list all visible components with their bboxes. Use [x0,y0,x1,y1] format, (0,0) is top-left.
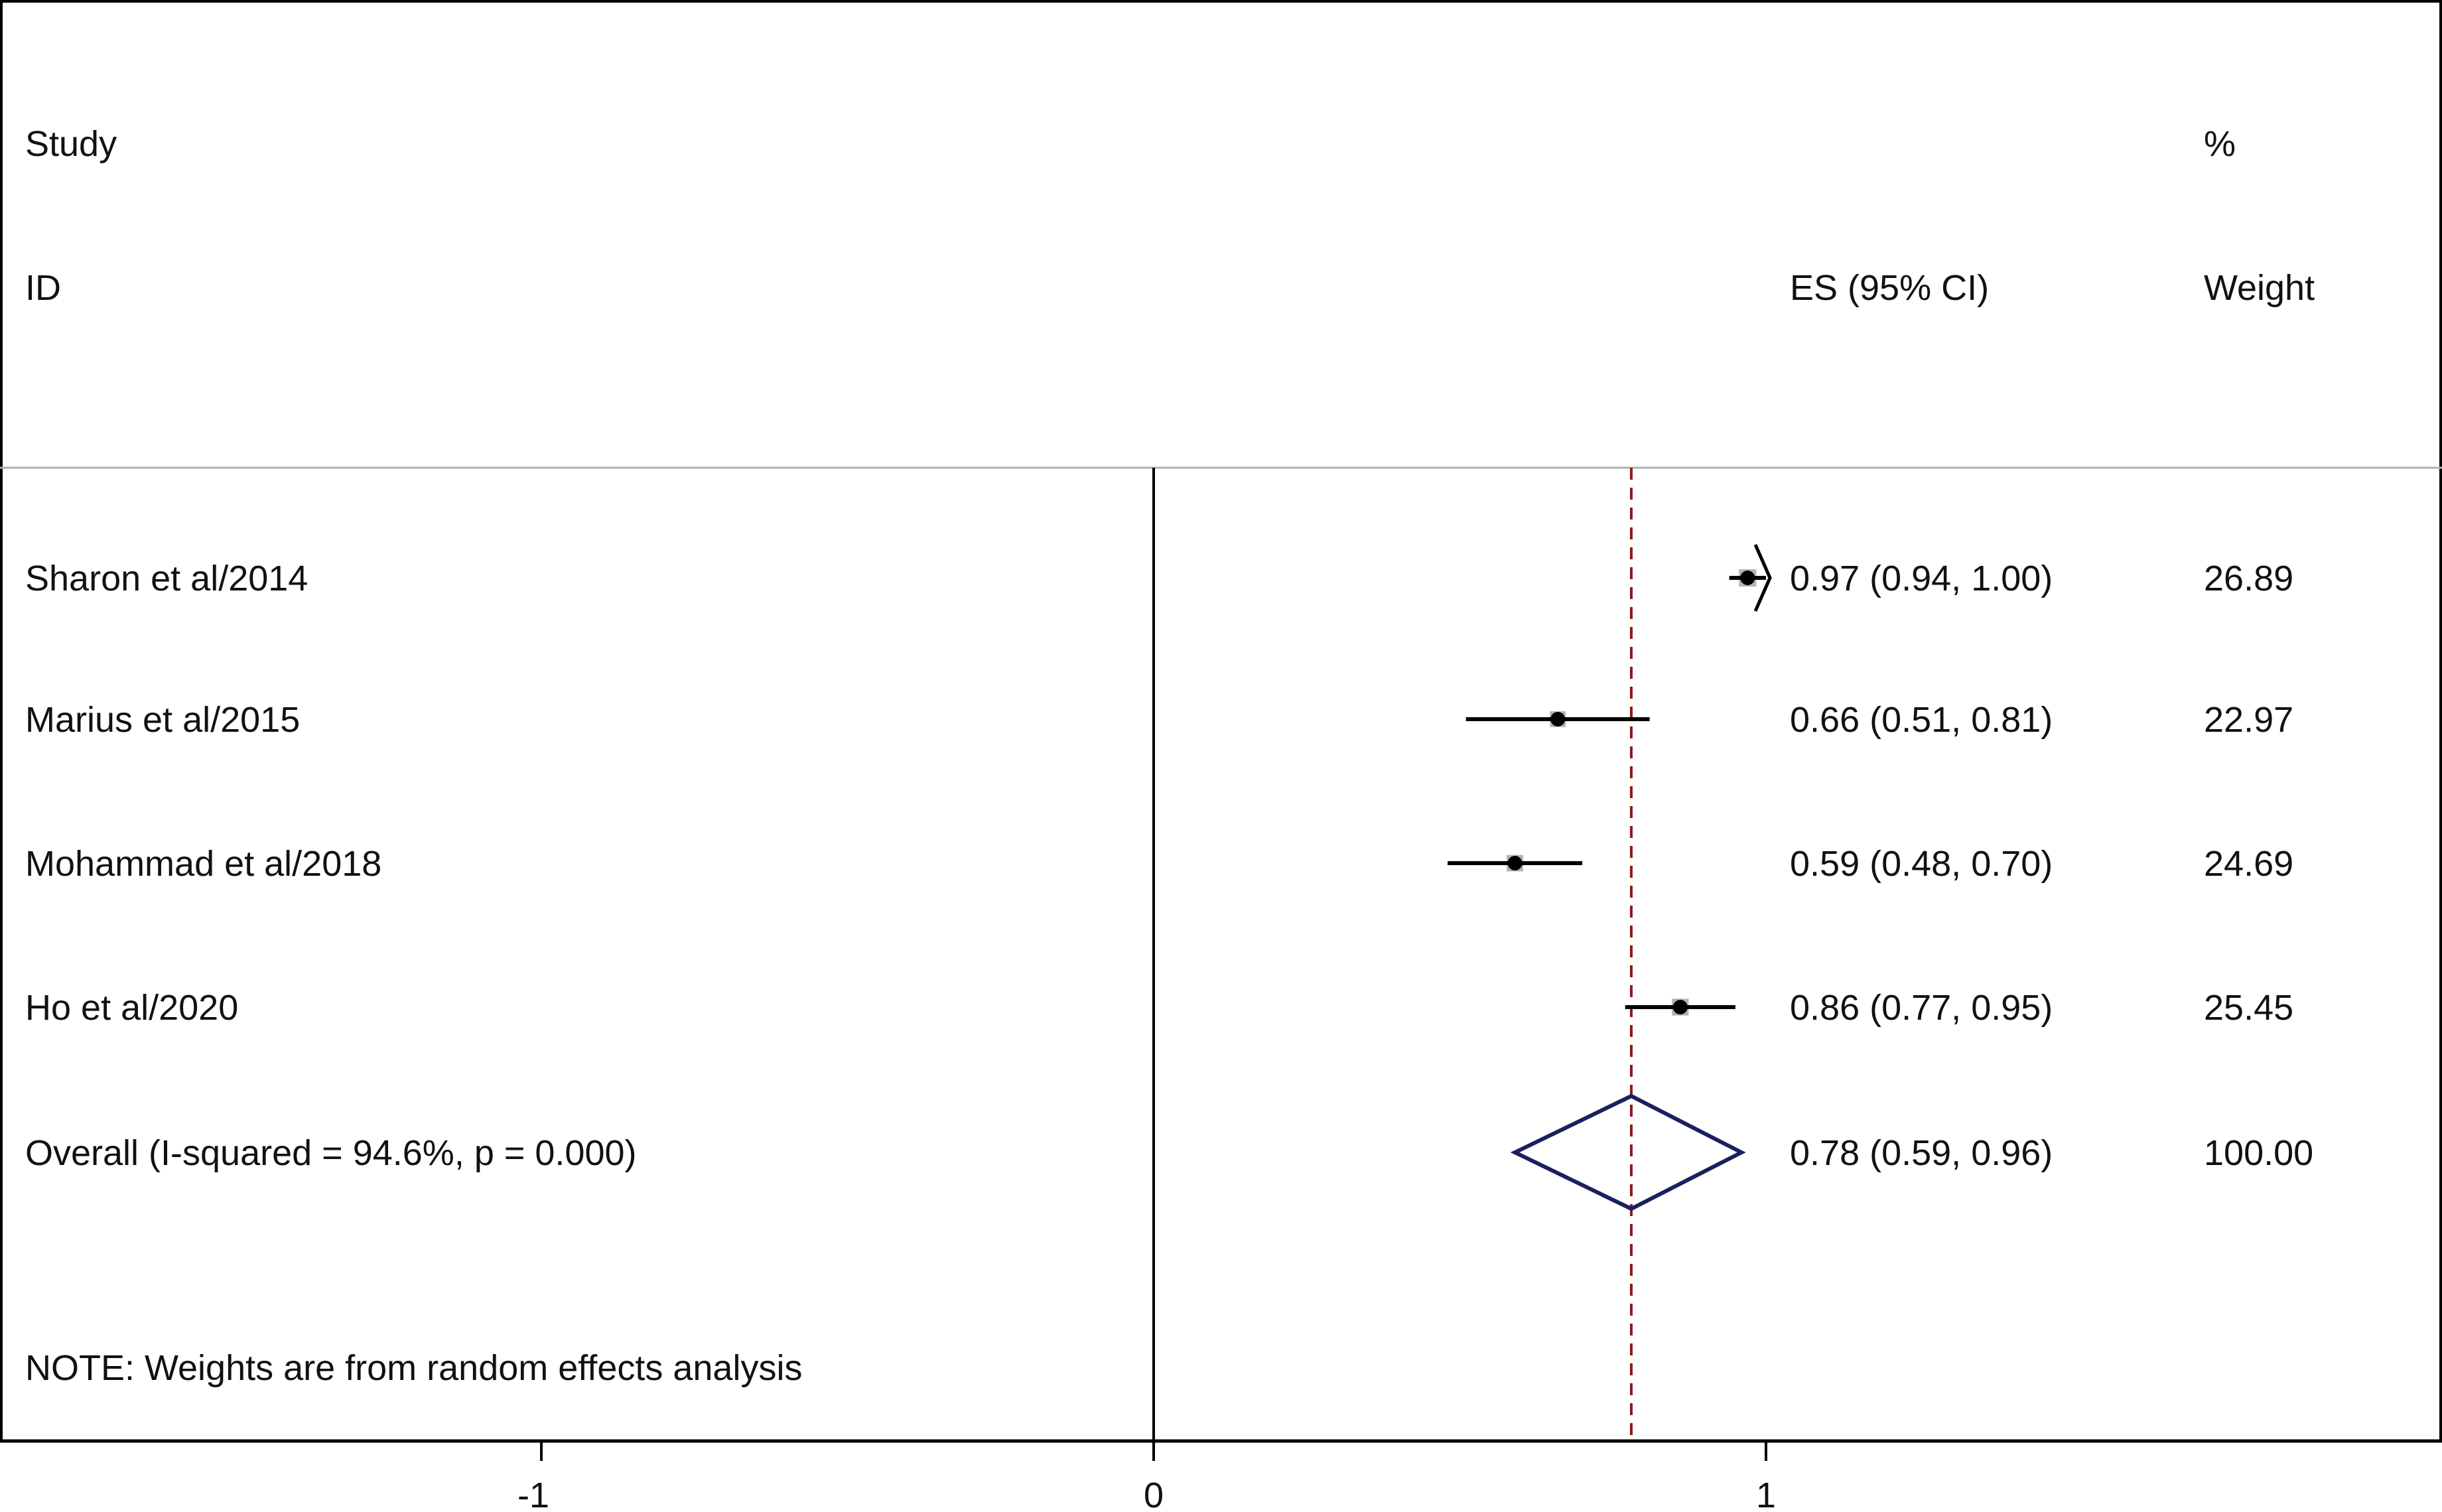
x-tick-label: 1 [1756,1476,1776,1509]
x-tick-label: 0 [1144,1476,1164,1509]
study-label: Marius et al/2015 [25,700,300,740]
study-point-estimate [1672,1000,1688,1014]
header-study: Study [25,124,117,164]
ci-arrow-right [1753,543,1772,612]
study-point-estimate [1507,856,1523,870]
overall-label: Overall (I-squared = 94.6%, p = 0.000) [25,1133,637,1173]
header-weight: Weight [2204,268,2315,308]
study-weight-text: 25.45 [2204,988,2293,1028]
x-tick-label: -1 [517,1476,549,1509]
study-label: Sharon et al/2014 [25,559,308,598]
study-rows: Sharon et al/2014 0.97 (0.94, 1.00) 26.89 M… [25,543,2293,1028]
study-weight-text: 24.69 [2204,844,2293,884]
study-row: Sharon et al/2014 0.97 (0.94, 1.00) 26.89 [25,543,2293,612]
study-row: Marius et al/2015 0.66 (0.51, 0.81) 22.97 [25,700,2293,740]
study-point-estimate [1740,571,1755,585]
study-ci-text: 0.97 (0.94, 1.00) [1790,559,2053,598]
study-point-estimate [1550,712,1566,726]
study-label: Mohammad et al/2018 [25,844,381,884]
overall-row: Overall (I-squared = 94.6%, p = 0.000) 0.… [25,1093,2313,1211]
axes-group: -1 0 1 [0,468,2442,1512]
header-id: ID [25,268,61,308]
overall-ci-text: 0.78 (0.59, 0.96) [1790,1133,2053,1173]
overall-diamond [1510,1093,1746,1211]
study-weight-text: 22.97 [2204,700,2293,740]
note-text: NOTE: Weights are from random effects an… [25,1348,802,1388]
study-label: Ho et al/2020 [25,988,238,1028]
study-row: Mohammad et al/2018 0.59 (0.48, 0.70) 24.6… [25,844,2293,884]
study-ci-text: 0.59 (0.48, 0.70) [1790,844,2053,884]
header-percent: % [2204,124,2236,164]
header-es: ES (95% CI) [1790,268,1989,308]
overall-weight-text: 100.00 [2204,1133,2313,1173]
study-ci-text: 0.66 (0.51, 0.81) [1790,700,2053,740]
study-ci-text: 0.86 (0.77, 0.95) [1790,988,2053,1028]
study-weight-text: 26.89 [2204,559,2293,598]
study-row: Ho et al/2020 0.86 (0.77, 0.95) 25.45 [25,988,2293,1028]
